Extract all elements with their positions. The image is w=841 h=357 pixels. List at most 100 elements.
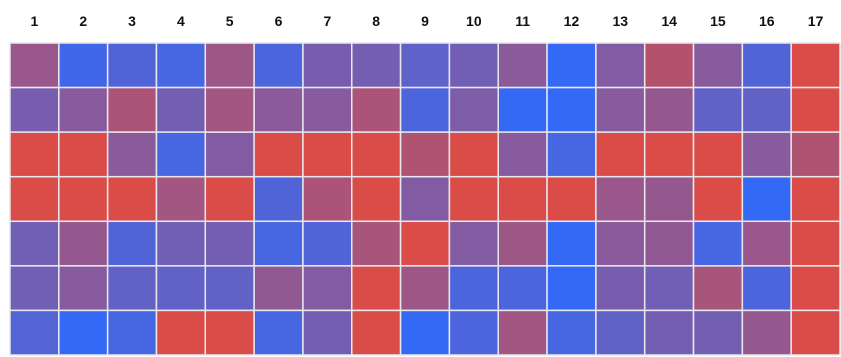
heatmap-cell: [58, 86, 109, 133]
column-label: 6: [275, 13, 283, 29]
heatmap-cell: [448, 220, 499, 267]
heatmap-cell: [106, 265, 158, 312]
heatmap-cell: [790, 131, 841, 178]
column-label: 16: [759, 13, 775, 29]
heatmap-cell: [546, 86, 597, 133]
heatmap-cell: [204, 131, 255, 178]
heatmap-cell: [448, 86, 499, 133]
heatmap-cell: [106, 220, 158, 267]
heatmap-cell: [643, 131, 695, 178]
heatmap-cell: [399, 309, 451, 356]
heatmap-cell: [643, 86, 695, 133]
heatmap-cell: [351, 175, 402, 223]
heatmap-cell: [790, 42, 841, 89]
heatmap-cell: [595, 175, 646, 223]
heatmap-cells: [9, 42, 841, 356]
heatmap-cell: [497, 309, 548, 356]
column-label: 4: [177, 13, 185, 29]
heatmap-cell: [399, 220, 451, 267]
column-label: 2: [79, 13, 87, 29]
heatmap-cell: [546, 131, 597, 178]
heatmap-cell: [58, 42, 109, 89]
heatmap-cell: [106, 131, 158, 178]
heatmap-cell: [692, 175, 744, 223]
heatmap-cell: [58, 131, 109, 178]
heatmap-cell: [302, 265, 353, 312]
heatmap-cell: [106, 86, 158, 133]
heatmap-cell: [741, 86, 792, 133]
heatmap-cell: [204, 309, 255, 356]
heatmap-cell: [302, 309, 353, 356]
heatmap-cell: [302, 220, 353, 267]
column-label: 8: [372, 13, 380, 29]
heatmap-cell: [448, 131, 499, 178]
heatmap-cell: [204, 42, 255, 89]
heatmap-cell: [546, 309, 597, 356]
heatmap-cell: [302, 86, 353, 133]
heatmap-cell: [253, 220, 304, 267]
heatmap-cell: [9, 220, 60, 267]
heatmap-cell: [741, 220, 792, 267]
column-label: 14: [661, 13, 677, 29]
column-label: 10: [466, 13, 482, 29]
heatmap-cell: [497, 220, 548, 267]
heatmap-cell: [302, 42, 353, 89]
heatmap-cell: [253, 131, 304, 178]
heatmap-cell: [643, 309, 695, 356]
column-label: 15: [710, 13, 726, 29]
heatmap-cell: [155, 309, 207, 356]
heatmap-cell: [9, 42, 60, 89]
heatmap-cell: [741, 131, 792, 178]
heatmap-cell: [546, 175, 597, 223]
heatmap-cell: [546, 220, 597, 267]
heatmap-cell: [692, 220, 744, 267]
heatmap-cell: [204, 86, 255, 133]
heatmap-cell: [58, 220, 109, 267]
heatmap-cell: [741, 309, 792, 356]
heatmap-cell: [790, 265, 841, 312]
heatmap-cell: [253, 175, 304, 223]
heatmap-cell: [497, 131, 548, 178]
heatmap-cell: [692, 309, 744, 356]
heatmap-cell: [106, 309, 158, 356]
heatmap-cell: [9, 309, 60, 356]
heatmap-cell: [448, 265, 499, 312]
heatmap-cell: [155, 42, 207, 89]
heatmap-cell: [302, 131, 353, 178]
heatmap-cell: [9, 131, 60, 178]
heatmap-cell: [106, 42, 158, 89]
heatmap-cell: [351, 131, 402, 178]
heatmap-cell: [448, 309, 499, 356]
heatmap-cell: [790, 220, 841, 267]
column-label: 12: [564, 13, 580, 29]
heatmap-cell: [351, 265, 402, 312]
heatmap-cell: [643, 220, 695, 267]
column-label: 13: [613, 13, 629, 29]
heatmap-cell: [692, 265, 744, 312]
heatmap-cell: [155, 131, 207, 178]
heatmap-cell: [595, 42, 646, 89]
heatmap-cell: [9, 86, 60, 133]
heatmap-cell: [253, 86, 304, 133]
heatmap-cell: [155, 175, 207, 223]
heatmap-cell: [253, 265, 304, 312]
heatmap-cell: [595, 265, 646, 312]
heatmap-cell: [692, 86, 744, 133]
heatmap-cell: [741, 42, 792, 89]
heatmap-cell: [790, 175, 841, 223]
heatmap-cell: [155, 86, 207, 133]
column-label: 11: [515, 13, 530, 29]
heatmap-cell: [204, 265, 255, 312]
column-label: 3: [128, 13, 136, 29]
heatmap-cell: [351, 309, 402, 356]
heatmap-cell: [692, 42, 744, 89]
heatmap-cell: [643, 42, 695, 89]
heatmap-cell: [643, 265, 695, 312]
heatmap-cell: [741, 175, 792, 223]
heatmap-cell: [155, 265, 207, 312]
heatmap-cell: [399, 42, 451, 89]
heatmap-cell: [399, 265, 451, 312]
heatmap-cell: [643, 175, 695, 223]
heatmap-cell: [546, 265, 597, 312]
column-label: 1: [31, 13, 39, 29]
